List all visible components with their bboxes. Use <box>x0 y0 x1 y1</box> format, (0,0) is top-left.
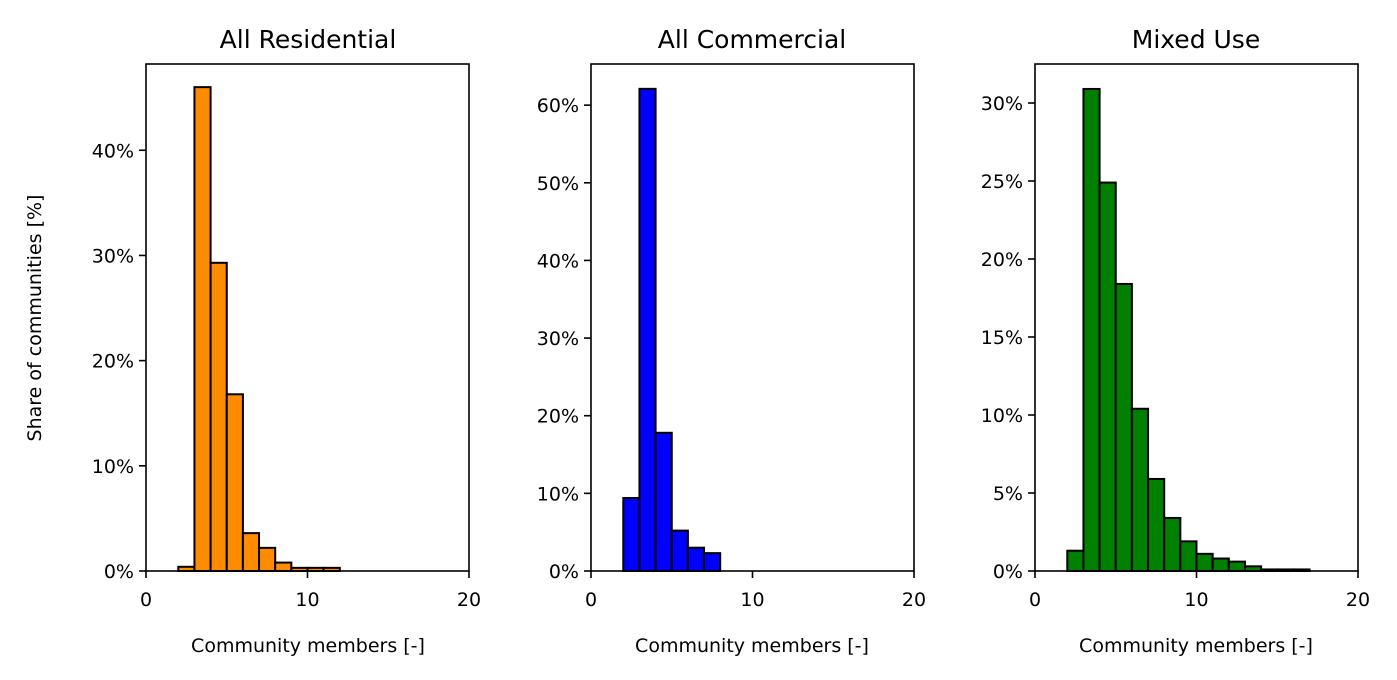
x-tick-label: 20 <box>1346 589 1370 611</box>
y-tick-label: 0% <box>104 561 134 583</box>
axes-frame <box>145 63 470 572</box>
shared-y-axis-label: Share of communities [%] <box>24 195 46 442</box>
x-ticks: 0 10 20 <box>585 571 926 611</box>
histogram-bar <box>1227 560 1246 573</box>
y-tick-label: 30% <box>981 93 1023 115</box>
x-ticks: 0 10 20 <box>1029 571 1370 611</box>
histogram-bar <box>622 497 641 572</box>
histogram-bar <box>209 261 228 572</box>
axes-frame <box>1034 63 1359 572</box>
x-axis-label: Community members [-] <box>191 635 425 657</box>
y-tick-label: 0% <box>993 561 1023 583</box>
histogram-bar <box>225 393 244 573</box>
y-tick-label: 25% <box>981 171 1023 193</box>
x-tick-label: 10 <box>295 589 319 611</box>
panel-all-commercial: All Commercial 0% 10% 20% 30% 40% 50% 60% 0 10 2… <box>537 25 926 657</box>
y-ticks: 0% 5% 10% 15% 20% 25% 30% <box>981 93 1035 583</box>
y-tick-label: 20% <box>981 249 1023 271</box>
x-axis-label: Community members [-] <box>635 635 869 657</box>
panel-title: Mixed Use <box>1132 25 1260 54</box>
x-tick-label: 0 <box>140 589 152 611</box>
x-tick-label: 0 <box>1029 589 1041 611</box>
x-ticks: 0 10 20 <box>140 571 481 611</box>
y-tick-label: 0% <box>549 561 579 583</box>
histogram-bar <box>274 561 293 573</box>
histogram-bar <box>1163 516 1182 573</box>
bars <box>177 86 341 573</box>
histogram-bar <box>1195 552 1214 573</box>
histogram-bar <box>670 529 689 573</box>
panel-mixed-use: Mixed Use 0% 5% 10% 15% 20% 25% 30% 0 10 20 Comm… <box>981 25 1370 657</box>
y-ticks: 0% 10% 20% 30% 40% <box>92 140 146 583</box>
y-tick-label: 20% <box>92 351 134 373</box>
y-tick-label: 10% <box>92 456 134 478</box>
y-tick-label: 30% <box>537 328 579 350</box>
x-tick-label: 20 <box>902 589 926 611</box>
histogram-bar <box>654 431 673 572</box>
y-tick-label: 10% <box>981 405 1023 427</box>
histogram-bar <box>241 532 261 572</box>
histogram-bar <box>686 546 706 573</box>
panel-all-residential: All Residential 0% 10% 20% 30% 40% 0 10 20 Com… <box>92 25 481 657</box>
histogram-bar <box>1114 282 1133 572</box>
x-tick-label: 10 <box>740 589 764 611</box>
histogram-bar <box>258 546 277 573</box>
axes-frame <box>590 63 915 572</box>
x-tick-label: 0 <box>585 589 597 611</box>
y-tick-label: 60% <box>537 95 579 117</box>
y-tick-label: 30% <box>92 245 134 267</box>
histogram-bar <box>1066 549 1085 572</box>
y-tick-label: 15% <box>981 327 1023 349</box>
y-tick-label: 50% <box>537 173 579 195</box>
histogram-bar <box>1179 540 1198 572</box>
panel-title: All Residential <box>220 25 397 54</box>
histogram-bar <box>1130 407 1150 573</box>
y-ticks: 0% 10% 20% 30% 40% 50% 60% <box>537 95 591 583</box>
y-tick-label: 40% <box>92 140 134 162</box>
histogram-bar <box>1098 181 1117 572</box>
bars <box>1066 87 1311 573</box>
y-tick-label: 10% <box>537 483 579 505</box>
histogram-bar <box>703 552 722 572</box>
panel-title: All Commercial <box>658 25 846 54</box>
y-tick-label: 20% <box>537 406 579 428</box>
x-tick-label: 20 <box>457 589 481 611</box>
x-tick-label: 10 <box>1184 589 1208 611</box>
histogram-bar <box>1147 477 1166 572</box>
y-tick-label: 40% <box>537 250 579 272</box>
histogram-bar <box>1211 557 1230 573</box>
y-tick-label: 5% <box>993 483 1023 505</box>
histogram-bar <box>193 86 212 572</box>
histogram-bar <box>638 87 657 572</box>
bars <box>622 87 722 573</box>
x-axis-label: Community members [-] <box>1079 635 1313 657</box>
histogram-bar <box>1082 87 1101 573</box>
